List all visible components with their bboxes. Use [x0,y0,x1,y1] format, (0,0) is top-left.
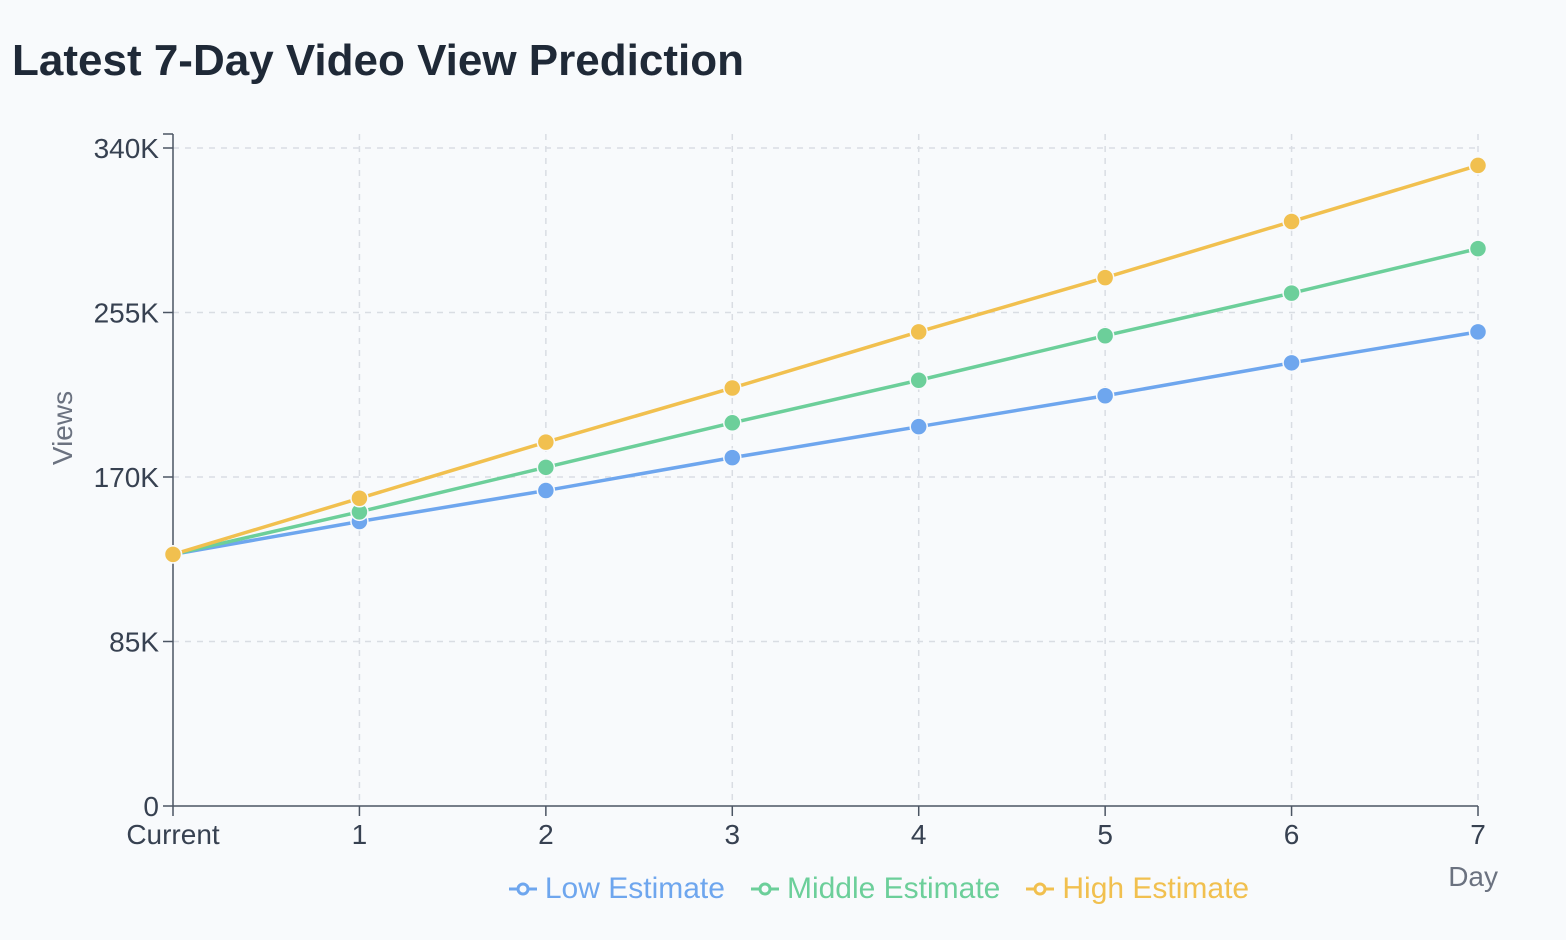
x-tick-label: 5 [1097,819,1113,850]
data-point-middle-estimate-7[interactable] [1468,239,1488,258]
series-line-middle-estimate [172,246,1479,557]
data-point-low-estimate-4[interactable] [909,417,928,436]
y-tick-label: 85K [109,627,159,658]
legend-line-icon [750,882,779,896]
data-point-middle-estimate-5[interactable] [1095,326,1115,345]
data-point-high-estimate-4[interactable] [909,322,928,342]
x-tick-label: 4 [911,819,927,850]
data-point-low-estimate-7[interactable] [1468,322,1488,342]
legend-line-icon [1026,882,1055,896]
chart-title: Latest 7-Day Video View Prediction [12,36,744,85]
legend-item-high-estimate[interactable]: High Estimate [1024,872,1249,906]
x-tick-label: 7 [1470,819,1486,850]
grid [173,134,1479,806]
legend: Low Estimate Middle Estimate High Estimate [0,872,1566,906]
x-tick-label: Current [126,819,220,850]
y-tick-label: 255K [94,298,160,329]
data-point-middle-estimate-3[interactable] [723,413,742,433]
x-tick-label: 6 [1284,819,1300,850]
legend-label: High Estimate [1062,872,1250,905]
data-point-high-estimate-6[interactable] [1282,212,1301,231]
x-tick-label: 3 [724,819,740,850]
series-line-low-estimate [172,330,1479,557]
series-lines [172,163,1479,557]
legend-item-low-estimate[interactable]: Low Estimate [507,872,725,906]
data-point-high-estimate-7[interactable] [1468,156,1488,175]
series-line-high-estimate [172,163,1479,557]
data-point-high-estimate-0[interactable] [163,545,183,564]
y-tick-label: 170K [94,462,160,493]
x-axis-label: Day [1448,861,1498,892]
data-point-high-estimate-1[interactable] [350,489,369,508]
data-point-low-estimate-5[interactable] [1095,386,1115,405]
y-tick-label: 340K [94,133,160,164]
legend-label: Low Estimate [544,872,725,905]
data-point-middle-estimate-6[interactable] [1282,283,1301,303]
x-tick-label: 1 [352,819,368,850]
data-point-high-estimate-3[interactable] [723,378,742,398]
data-point-high-estimate-5[interactable] [1095,268,1115,287]
legend-item-middle-estimate[interactable]: Middle Estimate [749,872,1000,906]
data-point-low-estimate-2[interactable] [536,481,556,500]
x-tick-label: 2 [538,819,554,850]
data-point-high-estimate-2[interactable] [536,432,556,452]
data-point-low-estimate-6[interactable] [1282,353,1301,373]
y-axis-label: Views [47,391,78,465]
legend-line-icon [508,882,537,896]
data-point-middle-estimate-2[interactable] [536,458,556,477]
axes: 0 85K 170K 255K 340K Current 1 2 3 4 5 6 7 Day Views [47,133,1498,892]
series-points [163,156,1488,564]
data-point-low-estimate-3[interactable] [723,448,742,467]
data-point-middle-estimate-4[interactable] [909,370,928,390]
legend-label: Middle Estimate [786,872,1001,905]
y-tick-label: 0 [143,791,159,822]
